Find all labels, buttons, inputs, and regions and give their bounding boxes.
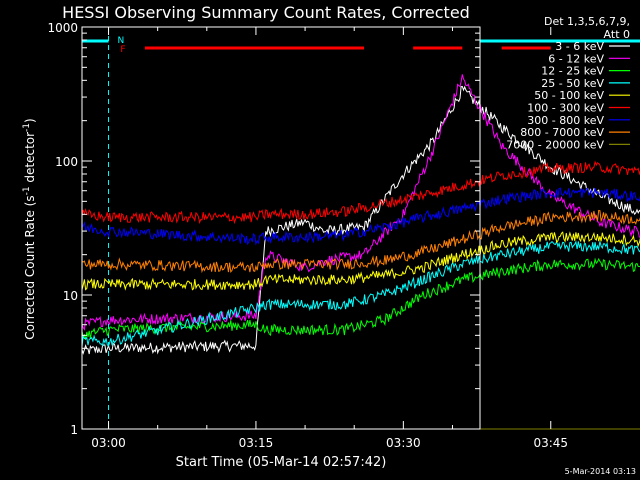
legend-label-7: 800 - 7000 keV — [520, 126, 604, 139]
y-axis-label-part1: Corrected Count Rate (s — [23, 195, 37, 339]
legend-label-8: 7000 - 20000 keV — [506, 138, 604, 151]
legend-header-2: Att 0 — [604, 28, 630, 41]
y-axis: 1 10 100 1000 — [47, 21, 480, 437]
y-axis-label-sup2: -1 — [22, 123, 32, 132]
y-tick-label-1: 10 — [63, 289, 78, 303]
series-line-3 — [81, 239, 640, 347]
flare-flag-label: F — [120, 45, 125, 55]
y-tick-label-3: 1000 — [47, 21, 78, 35]
legend-label-1: 6 - 12 keV — [548, 52, 604, 65]
x-tick-label-1: 03:15 — [239, 436, 274, 450]
y-tick-label-0: 1 — [70, 423, 78, 437]
series-line-7 — [81, 209, 640, 274]
series-line-2 — [81, 257, 640, 341]
legend-header-1: Det 1,3,5,6,7,9, — [544, 15, 630, 28]
chart-title: HESSI Observing Summary Count Rates, Cor… — [62, 3, 470, 22]
legend-label-0: 3 - 6 keV — [555, 40, 604, 53]
x-axis-label: Start Time (05-Mar-14 02:57:42) — [176, 455, 387, 470]
x-tick-label-3: 03:45 — [533, 436, 568, 450]
legend-label-6: 300 - 800 keV — [527, 114, 604, 127]
legend-label-2: 12 - 25 keV — [541, 65, 604, 78]
y-axis-label-mid: detector — [23, 132, 37, 187]
y-axis-label-sup1: -1 — [22, 186, 32, 195]
plot-frame — [81, 26, 481, 430]
legend-label-4: 50 - 100 keV — [534, 89, 604, 102]
x-tick-label-0: 03:00 — [91, 436, 126, 450]
legend-label-3: 25 - 50 keV — [541, 77, 604, 90]
y-tick-label-2: 100 — [55, 155, 78, 169]
series-line-0 — [81, 85, 640, 355]
footer-timestamp: 5-Mar-2014 03:13 — [565, 467, 636, 476]
y-axis-label-end: ) — [23, 118, 37, 123]
series-line-5 — [81, 160, 640, 225]
series-line-6 — [81, 187, 640, 246]
series-line-4 — [81, 231, 640, 291]
legend-label-5: 100 - 300 keV — [527, 102, 604, 115]
x-tick-label-2: 03:30 — [386, 436, 421, 450]
night-flag-label: N — [117, 36, 124, 46]
y-axis-label: Corrected Count Rate (s-1 detector-1) — [22, 118, 37, 339]
